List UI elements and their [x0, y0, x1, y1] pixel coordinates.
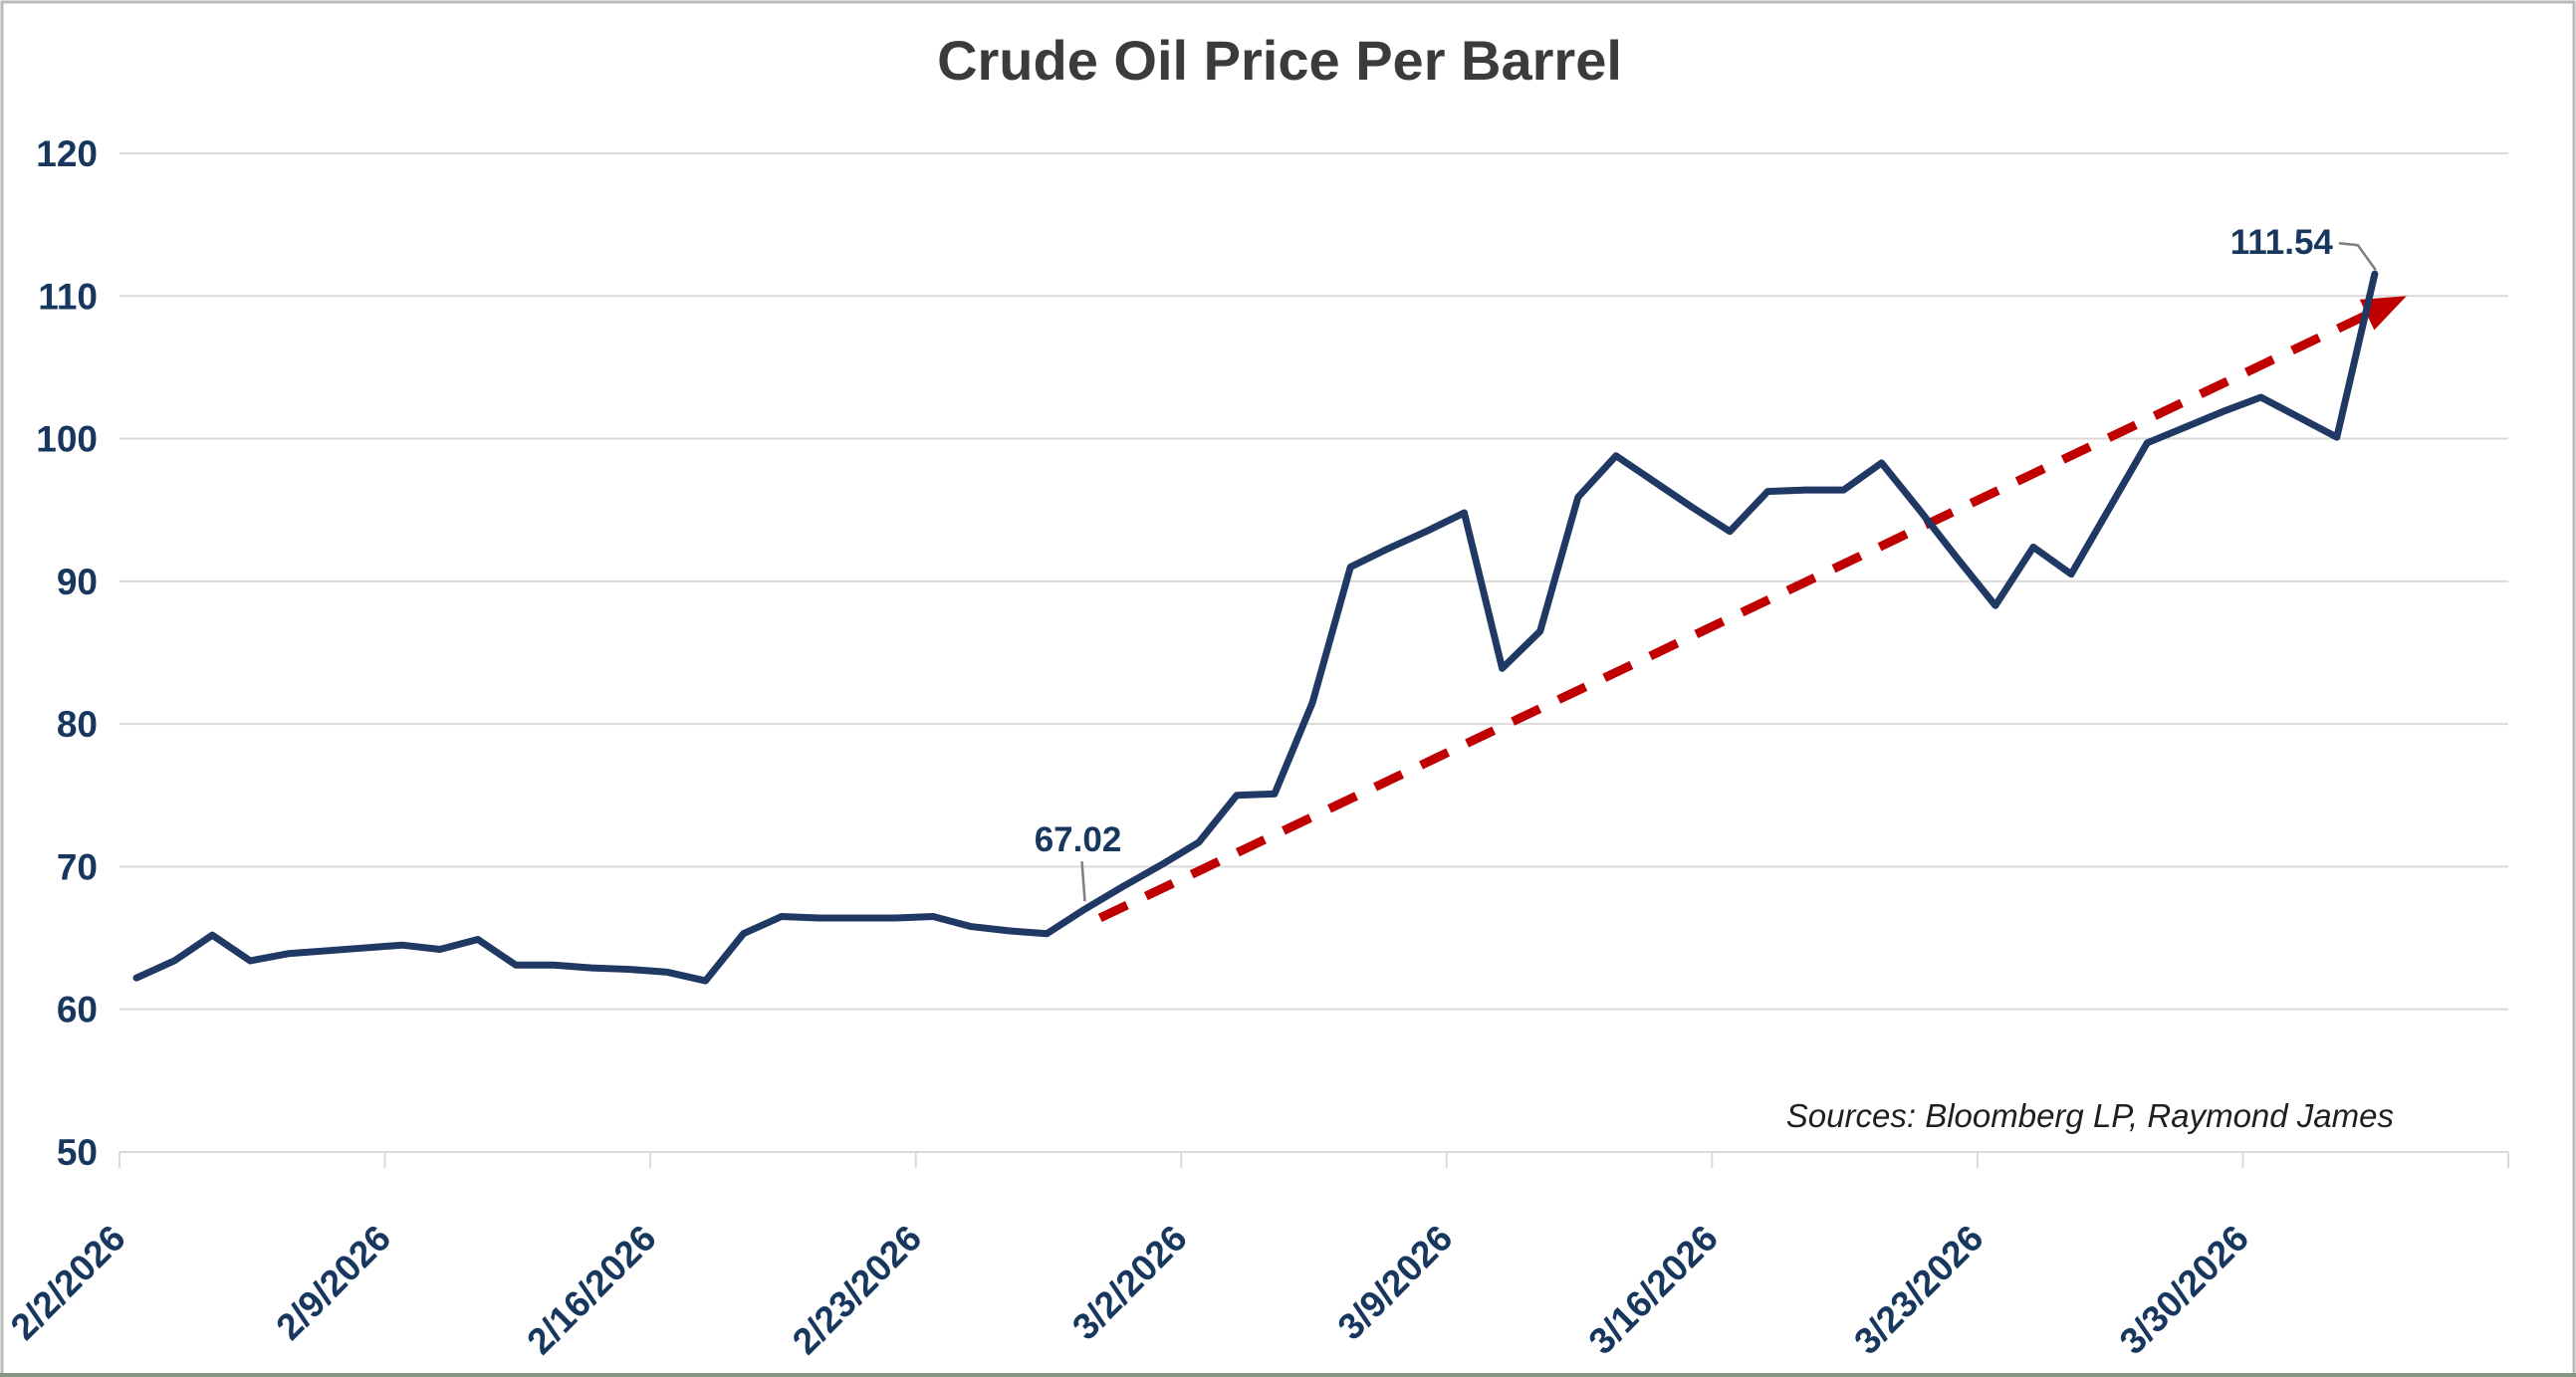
- annotation-leader-line: [2338, 241, 2377, 271]
- y-axis-tick-label: 100: [36, 419, 98, 460]
- y-axis-tick-label: 50: [57, 1132, 98, 1173]
- y-axis-tick-label: 110: [38, 276, 98, 317]
- y-axis-tick-label: 60: [57, 990, 98, 1031]
- source-note: Sources: Bloomberg LP, Raymond James: [1786, 1097, 2394, 1134]
- trend-arrowhead-icon: [2359, 296, 2407, 331]
- y-axis-tick-label: 120: [36, 133, 98, 174]
- annotation-leader-line: [1080, 861, 1086, 902]
- y-axis-tick-label: 70: [57, 846, 98, 887]
- annotation-label: 111.54: [2230, 223, 2334, 262]
- price-line-series: [132, 270, 2379, 985]
- y-axis-tick-label: 80: [57, 704, 98, 745]
- y-axis-labels: 120 110 100 90 80 70 60 50: [36, 133, 98, 1173]
- annotations: 67.02 111.54: [1035, 223, 2377, 902]
- trend-dashed-line: [1097, 302, 2388, 923]
- trend-line-group: [1097, 296, 2407, 923]
- y-axis-tick-label: 90: [57, 562, 98, 602]
- chart-title: Crude Oil Price Per Barrel: [937, 29, 1622, 92]
- annotation-label: 67.02: [1035, 820, 1122, 859]
- x-axis: [118, 1150, 2509, 1168]
